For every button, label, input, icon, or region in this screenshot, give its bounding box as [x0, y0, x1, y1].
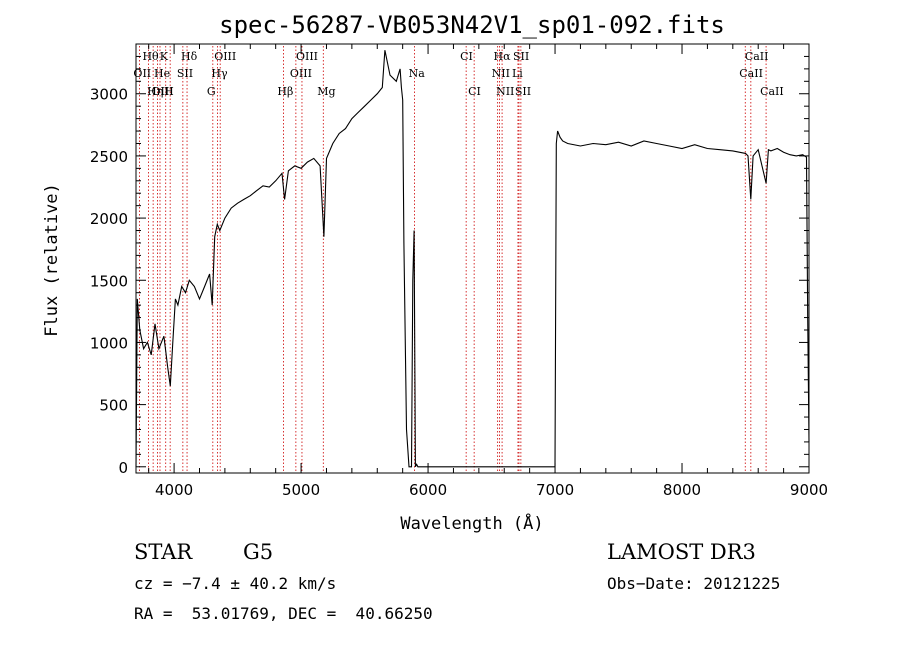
marker-label-16: Na [409, 67, 426, 80]
marker-label-19: Hα [494, 50, 512, 63]
marker-label-25: CaII [745, 50, 769, 63]
redshift-velocity: cz = −7.4 ± 40.2 km/s [134, 574, 337, 593]
y-tick-label-6: 3000 [90, 86, 128, 104]
marker-label-8: H [164, 85, 174, 98]
marker-label-7: SII [177, 67, 193, 80]
x-axis-ticks: 4000 5000 6000 7000 8000 9000 [148, 44, 828, 499]
marker-label-3: K [160, 50, 169, 63]
marker-label-4: He [154, 67, 170, 80]
object-subclass: G5 [243, 540, 274, 564]
y-tick-label-5: 2500 [90, 148, 128, 166]
y-tick-label-3: 1500 [90, 272, 128, 290]
marker-label-23: Li [512, 67, 523, 80]
spectrum-line [135, 50, 810, 468]
marker-label-12: OIII [296, 50, 318, 63]
marker-label-15: Mg [317, 85, 335, 98]
y-tick-label-1: 500 [99, 397, 128, 415]
x-tick-label-0: 4000 [155, 481, 193, 499]
marker-label-10: Hγ [211, 67, 228, 80]
marker-label-14: Hβ [277, 85, 293, 98]
marker-label-13: OIII [290, 67, 312, 80]
chart-title: spec-56287-VB053N42V1_sp01-092.fits [219, 11, 725, 39]
marker-label-24: SII [515, 85, 531, 98]
marker-label-21: NII [496, 85, 514, 98]
marker-label-17: CI [460, 50, 473, 63]
plot-frame [135, 43, 810, 474]
marker-label-1: OII [133, 67, 151, 80]
marker-label-5: Hη [147, 85, 163, 98]
x-tick-label-5: 9000 [790, 481, 828, 499]
marker-label-18: CI [468, 85, 481, 98]
y-tick-label-0: 0 [118, 459, 128, 477]
marker-label-20: NII [492, 67, 510, 80]
emission-line-markers [139, 46, 767, 473]
x-tick-label-3: 7000 [536, 481, 574, 499]
marker-label-2: OIII [151, 85, 173, 98]
marker-label-22: SII [513, 50, 529, 63]
survey-name: LAMOST DR3 [607, 540, 756, 564]
y-axis-ticks: 0 500 1000 1500 2000 2500 3000 [90, 55, 809, 477]
marker-label-27: CaII [760, 85, 784, 98]
object-class: STAR [134, 540, 193, 564]
marker-label-9: OIII [214, 50, 236, 63]
y-tick-label-4: 2000 [90, 210, 128, 228]
y-axis-label: Flux (relative) [42, 183, 62, 337]
sky-coordinates: RA = 53.01769, DEC = 40.66250 [134, 604, 433, 623]
x-tick-label-2: 6000 [409, 481, 447, 499]
marker-label-0: Hθ [142, 50, 159, 63]
marker-label-6: Hδ [181, 50, 198, 63]
marker-label-26: CaII [739, 67, 763, 80]
y-tick-label-2: 1000 [90, 334, 128, 352]
marker-label-11: G [207, 85, 216, 98]
x-axis-label: Wavelength (Å) [400, 512, 543, 534]
x-tick-label-1: 5000 [282, 481, 320, 499]
observation-date: Obs−Date: 20121225 [607, 574, 781, 593]
x-tick-label-4: 8000 [663, 481, 701, 499]
